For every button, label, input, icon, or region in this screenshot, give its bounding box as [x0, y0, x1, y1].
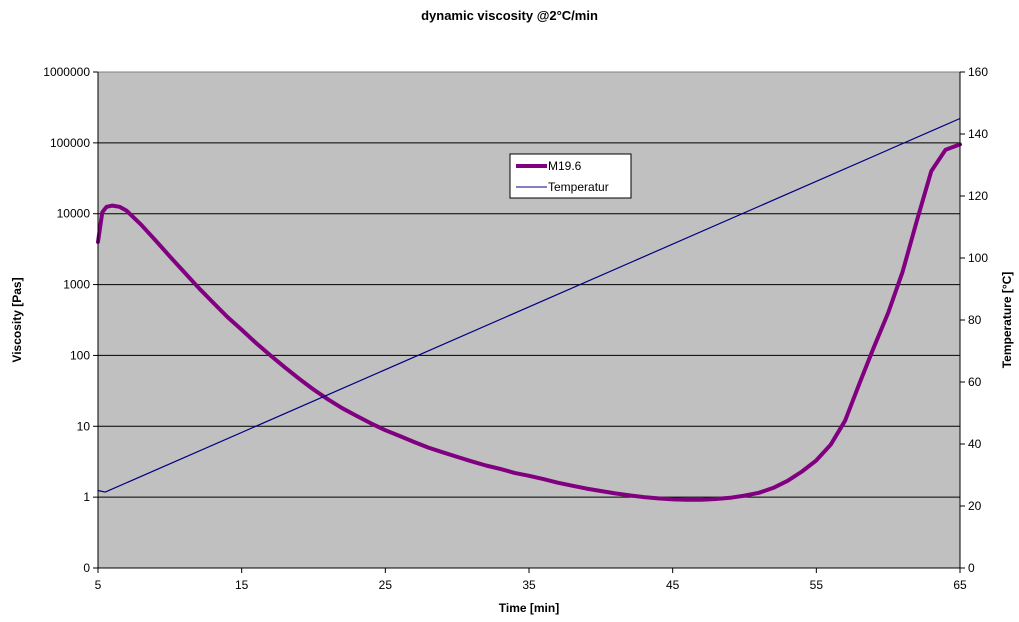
x-tick-label: 35 — [522, 578, 536, 592]
plot-area — [97, 71, 961, 569]
x-tick-label: 5 — [95, 578, 102, 592]
axes-layer: 0 1 10 100 1000 10000 100000 1000000 0 20 40 60 80 10… — [43, 65, 988, 592]
legend-box — [509, 153, 632, 199]
legend: M19.6 Temperatur — [509, 153, 632, 199]
y-left-tick-label: 0 — [83, 561, 90, 575]
y-axis-left-title: Viscosity [Pas] — [10, 277, 24, 362]
y-left-tick-label: 100 — [70, 348, 90, 362]
y-right-tick-label: 20 — [968, 499, 982, 513]
y-left-tick-label: 100000 — [50, 136, 90, 150]
x-tick-label: 15 — [235, 578, 249, 592]
y-right-tick-label: 120 — [968, 189, 988, 203]
chart-title: dynamic viscosity @2°C/min — [421, 8, 598, 23]
y-right-tick-label: 80 — [968, 313, 982, 327]
y-right-tick-label: 140 — [968, 127, 988, 141]
y-right-tick-label: 160 — [968, 65, 988, 79]
series-line-m19-6 — [96, 142, 962, 502]
series-layer — [96, 117, 962, 502]
y-left-tick-label: 1000000 — [43, 65, 90, 79]
y-right-tick-label: 60 — [968, 375, 982, 389]
y-left-tick-label: 1000 — [63, 278, 90, 292]
y-right-tick-label: 0 — [968, 561, 975, 575]
x-tick-label: 55 — [810, 578, 824, 592]
x-tick-label: 65 — [953, 578, 967, 592]
y-right-tick-label: 40 — [968, 437, 982, 451]
legend-label-m19-6: M19.6 — [548, 159, 582, 173]
y-left-tick-label: 10 — [77, 419, 91, 433]
y-left-tick-label: 10000 — [57, 207, 91, 221]
gridlines — [98, 142, 960, 498]
y-left-tick-label: 1 — [83, 490, 90, 504]
x-tick-label: 45 — [666, 578, 680, 592]
legend-label-temperatur: Temperatur — [548, 180, 609, 194]
x-tick-label: 25 — [379, 578, 393, 592]
y-right-tick-label: 100 — [968, 251, 988, 265]
x-axis-title: Time [min] — [499, 601, 559, 615]
y-axis-right-title: Temperature [°C] — [1000, 272, 1014, 369]
series-line-temperatur — [97, 117, 961, 493]
